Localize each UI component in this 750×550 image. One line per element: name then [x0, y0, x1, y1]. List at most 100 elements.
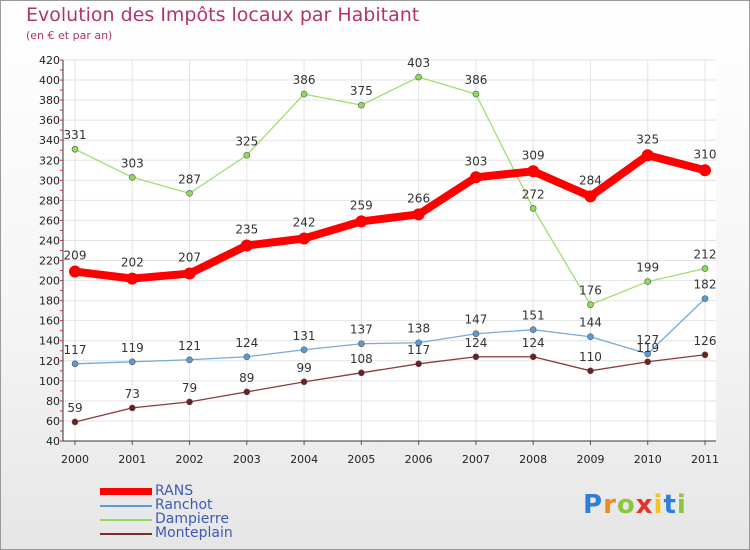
x-tick-label: 2002 [176, 453, 204, 466]
data-label-rans: 207 [178, 251, 201, 265]
y-tick-label: 400 [39, 74, 60, 87]
data-label-dampierre: 287 [178, 172, 201, 186]
data-label-ranchot: 147 [464, 313, 487, 327]
data-label-ranchot: 131 [293, 329, 316, 343]
x-tick-label: 2008 [519, 453, 547, 466]
data-point-monteplain [472, 353, 480, 361]
data-point-monteplain [701, 351, 709, 359]
x-tick-label: 2007 [462, 453, 490, 466]
data-label-monteplain: 73 [125, 387, 140, 401]
data-label-dampierre: 375 [350, 84, 373, 98]
data-point-ranchot [243, 353, 251, 361]
data-point-rans [298, 232, 311, 245]
data-point-dampierre [71, 145, 79, 153]
data-label-monteplain: 126 [694, 334, 717, 348]
data-point-dampierre [529, 205, 537, 212]
data-label-dampierre: 386 [293, 73, 316, 87]
data-point-monteplain [243, 388, 251, 396]
y-tick-label: 100 [39, 375, 60, 388]
data-point-dampierre [186, 190, 193, 197]
data-point-rans [699, 164, 711, 177]
legend-label-monteplain: Monteplain [155, 525, 233, 541]
data-point-ranchot [186, 356, 193, 364]
data-label-rans: 259 [350, 198, 373, 212]
legend-label-ranchot: Ranchot [155, 497, 213, 513]
legend-swatch-ranchot [100, 505, 152, 507]
x-tick-label: 2000 [61, 453, 89, 466]
data-point-rans [584, 190, 597, 203]
data-point-monteplain [529, 353, 537, 361]
data-point-dampierre [358, 101, 365, 109]
data-point-monteplain [128, 404, 136, 412]
x-tick-label: 2009 [576, 453, 604, 466]
data-label-dampierre: 303 [121, 156, 144, 170]
logo-letter: i [676, 490, 687, 520]
data-label-ranchot: 119 [121, 341, 144, 355]
y-tick-label: 180 [39, 295, 60, 308]
y-tick-label: 260 [39, 214, 60, 227]
logo-letter: t [663, 490, 677, 520]
series-line-monteplain [74, 354, 706, 423]
data-label-rans: 242 [293, 215, 316, 229]
y-tick-label: 140 [39, 335, 60, 348]
data-point-monteplain [300, 378, 308, 386]
data-point-rans [527, 165, 540, 178]
data-point-monteplain [587, 367, 594, 375]
data-label-ranchot: 144 [579, 316, 602, 330]
data-point-monteplain [358, 369, 365, 377]
x-tick-label: 2003 [233, 453, 261, 466]
data-label-monteplain: 119 [636, 341, 659, 355]
data-point-dampierre [300, 90, 308, 98]
data-point-monteplain [71, 418, 79, 426]
data-label-rans: 266 [407, 191, 430, 205]
data-label-ranchot: 121 [178, 339, 201, 353]
y-tick-label: 40 [46, 435, 60, 448]
data-label-dampierre: 176 [579, 284, 602, 298]
logo-letter: r [603, 490, 617, 520]
y-tick-label: 240 [39, 234, 60, 247]
legend-item-ranchot: Ranchot [100, 497, 320, 513]
data-label-rans: 325 [636, 132, 659, 146]
legend-label-dampierre: Dampierre [155, 511, 229, 527]
data-point-rans [126, 272, 139, 285]
data-point-monteplain [186, 398, 193, 406]
data-point-dampierre [415, 73, 422, 81]
data-label-ranchot: 127 [636, 333, 659, 347]
y-tick-label: 60 [46, 415, 60, 428]
y-tick-label: 300 [39, 174, 60, 187]
legend-swatch-rans [100, 488, 152, 495]
data-point-dampierre [587, 301, 594, 308]
data-label-rans: 235 [235, 222, 258, 236]
legend-swatch-monteplain [100, 533, 152, 535]
data-label-dampierre: 325 [235, 134, 258, 148]
data-point-ranchot [128, 358, 136, 366]
data-label-monteplain: 108 [350, 352, 373, 366]
data-label-ranchot: 138 [407, 322, 430, 336]
data-label-rans: 309 [522, 148, 545, 162]
data-label-rans: 303 [464, 154, 487, 168]
data-label-dampierre: 386 [464, 73, 487, 87]
data-label-monteplain: 79 [182, 381, 197, 395]
x-tick-label: 2010 [634, 453, 662, 466]
data-point-rans [469, 171, 482, 184]
data-label-monteplain: 117 [407, 343, 430, 357]
data-point-rans [240, 239, 253, 252]
data-point-ranchot [300, 346, 308, 354]
x-tick-label: 2004 [290, 453, 318, 466]
data-point-ranchot [701, 295, 709, 302]
logo-letter: i [653, 490, 664, 520]
proxiti-logo: Proxiti [583, 490, 687, 520]
chart-subtitle: (en € et par an) [26, 29, 113, 42]
series-line-dampierre [74, 76, 706, 306]
x-tick-label: 2001 [118, 453, 146, 466]
data-label-ranchot: 137 [350, 323, 373, 337]
data-point-dampierre [472, 90, 480, 98]
y-tick-label: 280 [39, 194, 60, 207]
y-tick-label: 160 [39, 315, 60, 328]
y-tick-label: 380 [39, 94, 60, 107]
data-point-monteplain [644, 358, 652, 366]
data-label-dampierre: 199 [636, 261, 659, 275]
y-tick-label: 360 [39, 114, 60, 127]
data-point-ranchot [587, 333, 594, 341]
